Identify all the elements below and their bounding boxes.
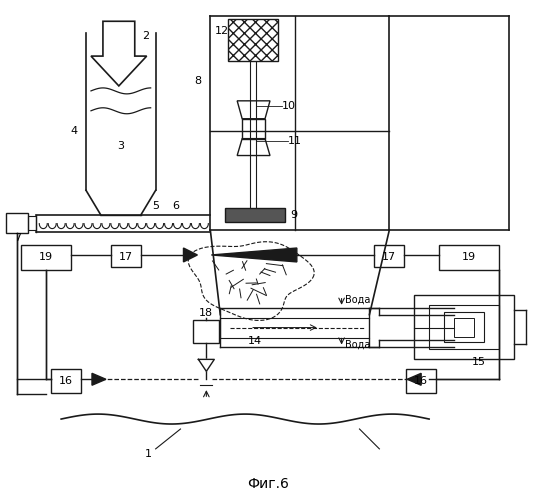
Bar	[28, 216, 37, 230]
Polygon shape	[212, 248, 297, 262]
Text: 16: 16	[59, 376, 73, 386]
Bar	[444, 312, 484, 342]
Bar	[111, 245, 141, 267]
Bar	[439, 245, 499, 270]
Text: 12: 12	[215, 26, 229, 36]
Polygon shape	[91, 21, 147, 86]
Text: 3: 3	[117, 141, 125, 151]
Bar	[228, 19, 278, 61]
Text: 19: 19	[462, 252, 476, 262]
Text: 9: 9	[290, 210, 297, 220]
Text: 7: 7	[14, 233, 21, 243]
Polygon shape	[184, 248, 198, 262]
Bar	[429, 305, 499, 349]
Text: Фиг.6: Фиг.6	[247, 477, 289, 491]
Bar	[51, 369, 81, 393]
Bar	[374, 245, 404, 267]
Bar	[193, 319, 219, 343]
Bar	[242, 119, 265, 139]
Text: 5: 5	[152, 201, 159, 211]
Bar	[454, 318, 474, 336]
Text: Вода: Вода	[345, 295, 370, 305]
Text: 11: 11	[288, 136, 302, 146]
Text: 19: 19	[39, 252, 53, 262]
Polygon shape	[407, 373, 421, 385]
Bar	[6, 213, 28, 233]
Bar	[225, 208, 285, 222]
Text: 16: 16	[414, 376, 428, 386]
Bar	[414, 295, 513, 359]
Text: 4: 4	[70, 126, 78, 136]
Text: Вода: Вода	[345, 339, 370, 349]
Text: 18: 18	[199, 308, 213, 318]
Text: 17: 17	[382, 252, 396, 262]
Text: 17: 17	[119, 252, 133, 262]
Polygon shape	[92, 373, 106, 385]
Text: 2: 2	[142, 31, 149, 41]
Text: 14: 14	[248, 336, 262, 346]
Text: 1: 1	[145, 449, 152, 459]
Text: 10: 10	[282, 101, 296, 111]
Polygon shape	[198, 359, 214, 371]
Bar	[21, 245, 71, 270]
Bar	[406, 369, 436, 393]
Text: 6: 6	[172, 201, 179, 211]
Text: 8: 8	[194, 76, 201, 86]
Text: 15: 15	[472, 357, 486, 367]
